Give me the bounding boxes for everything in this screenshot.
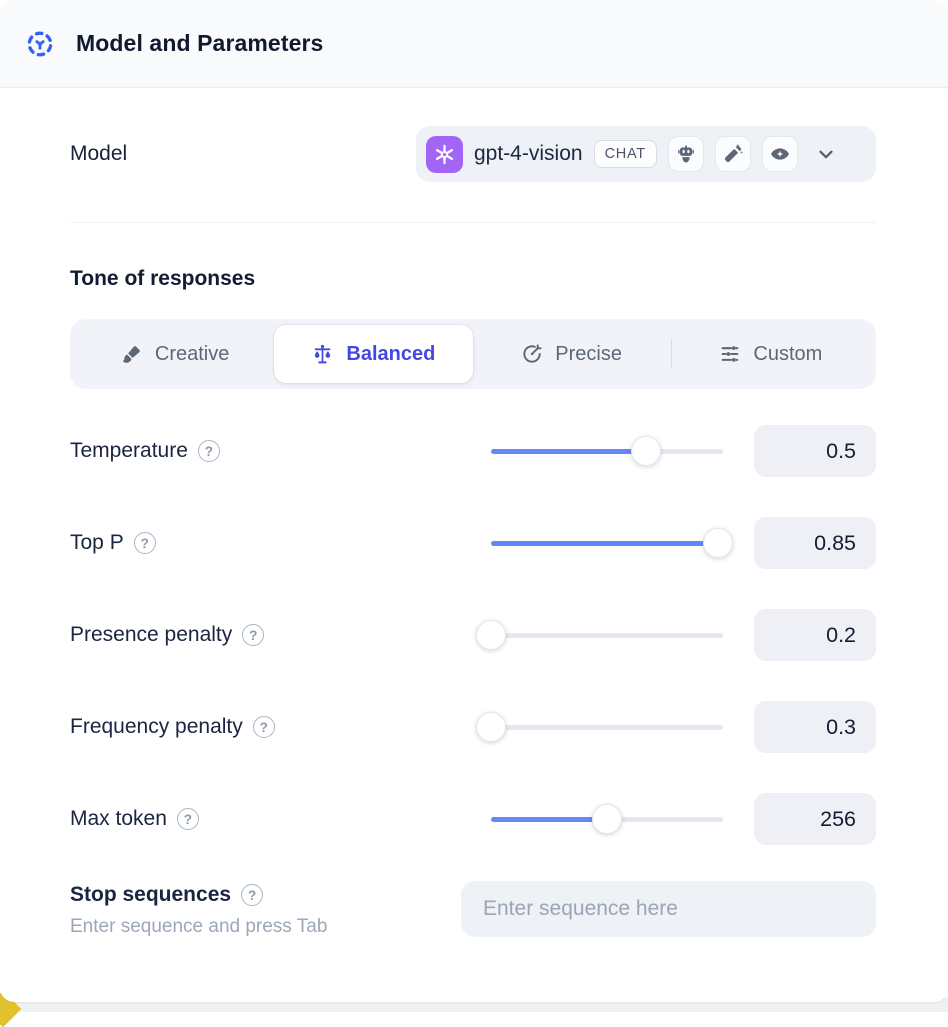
openai-logo-icon [426, 135, 463, 173]
slider-fill [491, 540, 719, 546]
model-label: Model [70, 142, 128, 165]
stop-sequences-hint: Enter sequence and press Tab [70, 916, 328, 937]
tab-label: Precise [555, 342, 622, 365]
slider-thumb[interactable] [592, 804, 622, 834]
section-divider [70, 222, 876, 223]
tab-label: Custom [753, 342, 823, 365]
help-icon[interactable]: ? [241, 884, 264, 906]
stop-sequences-label: Stop sequences [70, 883, 232, 906]
help-icon[interactable]: ? [197, 440, 220, 462]
slider-thumb[interactable] [476, 620, 506, 650]
top-p-row: Top P ? 0.85 [70, 517, 876, 569]
slider-fill [491, 816, 607, 822]
tab-label: Balanced [346, 342, 436, 365]
frequency-penalty-value[interactable]: 0.3 [754, 701, 876, 753]
help-icon[interactable]: ? [242, 624, 265, 646]
max-token-value[interactable]: 256 [754, 793, 876, 845]
robot-icon [667, 136, 704, 172]
panel-header: Model and Parameters [0, 0, 948, 88]
tab-label: Creative [154, 342, 230, 365]
frequency-penalty-row: Frequency penalty ? 0.3 [70, 701, 876, 753]
tone-section-heading: Tone of responses [70, 267, 256, 290]
max-token-slider[interactable] [491, 804, 723, 834]
sliders-icon [719, 343, 741, 365]
slider-thumb[interactable] [703, 528, 734, 558]
model-parameters-panel: Model and Parameters Model [0, 0, 948, 938]
stop-sequence-input[interactable] [461, 881, 876, 937]
max-token-label: Max token [70, 807, 167, 830]
temperature-slider[interactable] [491, 436, 723, 466]
vision-icon [761, 136, 798, 172]
frequency-penalty-slider[interactable] [476, 712, 723, 742]
help-icon[interactable]: ? [176, 808, 199, 830]
stop-sequences-row: Stop sequences ? Enter sequence and pres… [70, 881, 876, 938]
slider-thumb[interactable] [476, 712, 506, 742]
chat-mode-badge: CHAT [593, 140, 657, 168]
model-hub-icon [24, 28, 56, 60]
tone-tab-bar: Creative Balanced [70, 319, 876, 389]
presence-penalty-slider[interactable] [476, 620, 723, 650]
paintbrush-icon [121, 343, 143, 365]
tab-divider [670, 339, 672, 369]
page-title: Model and Parameters [76, 30, 324, 56]
model-row: Model gpt-4-vi [70, 126, 876, 182]
presence-penalty-row: Presence penalty ? 0.2 [70, 609, 876, 661]
presence-penalty-value[interactable]: 0.2 [754, 609, 876, 661]
frequency-penalty-label: Frequency penalty [70, 715, 243, 738]
slider-fill [491, 448, 647, 454]
help-icon[interactable]: ? [133, 532, 156, 554]
target-icon [521, 343, 543, 365]
temperature-row: Temperature ? 0.5 [70, 425, 876, 477]
top-p-value[interactable]: 0.85 [754, 517, 876, 569]
chevron-down-icon [815, 143, 837, 165]
top-p-label: Top P [70, 531, 124, 554]
temperature-value[interactable]: 0.5 [754, 425, 876, 477]
temperature-label: Temperature [70, 439, 188, 462]
help-icon[interactable]: ? [252, 716, 275, 738]
model-select-dropdown[interactable]: gpt-4-vision CHAT [416, 126, 876, 182]
slider-thumb[interactable] [631, 436, 662, 466]
selected-model-name: gpt-4-vision [474, 142, 583, 165]
magic-wand-icon [714, 136, 751, 172]
max-token-row: Max token ? 256 [70, 793, 876, 845]
tab-precise[interactable]: Precise [473, 325, 671, 383]
presence-penalty-label: Presence penalty [70, 623, 233, 646]
tab-creative[interactable]: Creative [76, 325, 274, 383]
balance-scale-icon [311, 343, 334, 366]
top-p-slider[interactable] [491, 528, 734, 558]
tab-balanced[interactable]: Balanced [274, 325, 473, 383]
tab-custom[interactable]: Custom [672, 325, 870, 383]
